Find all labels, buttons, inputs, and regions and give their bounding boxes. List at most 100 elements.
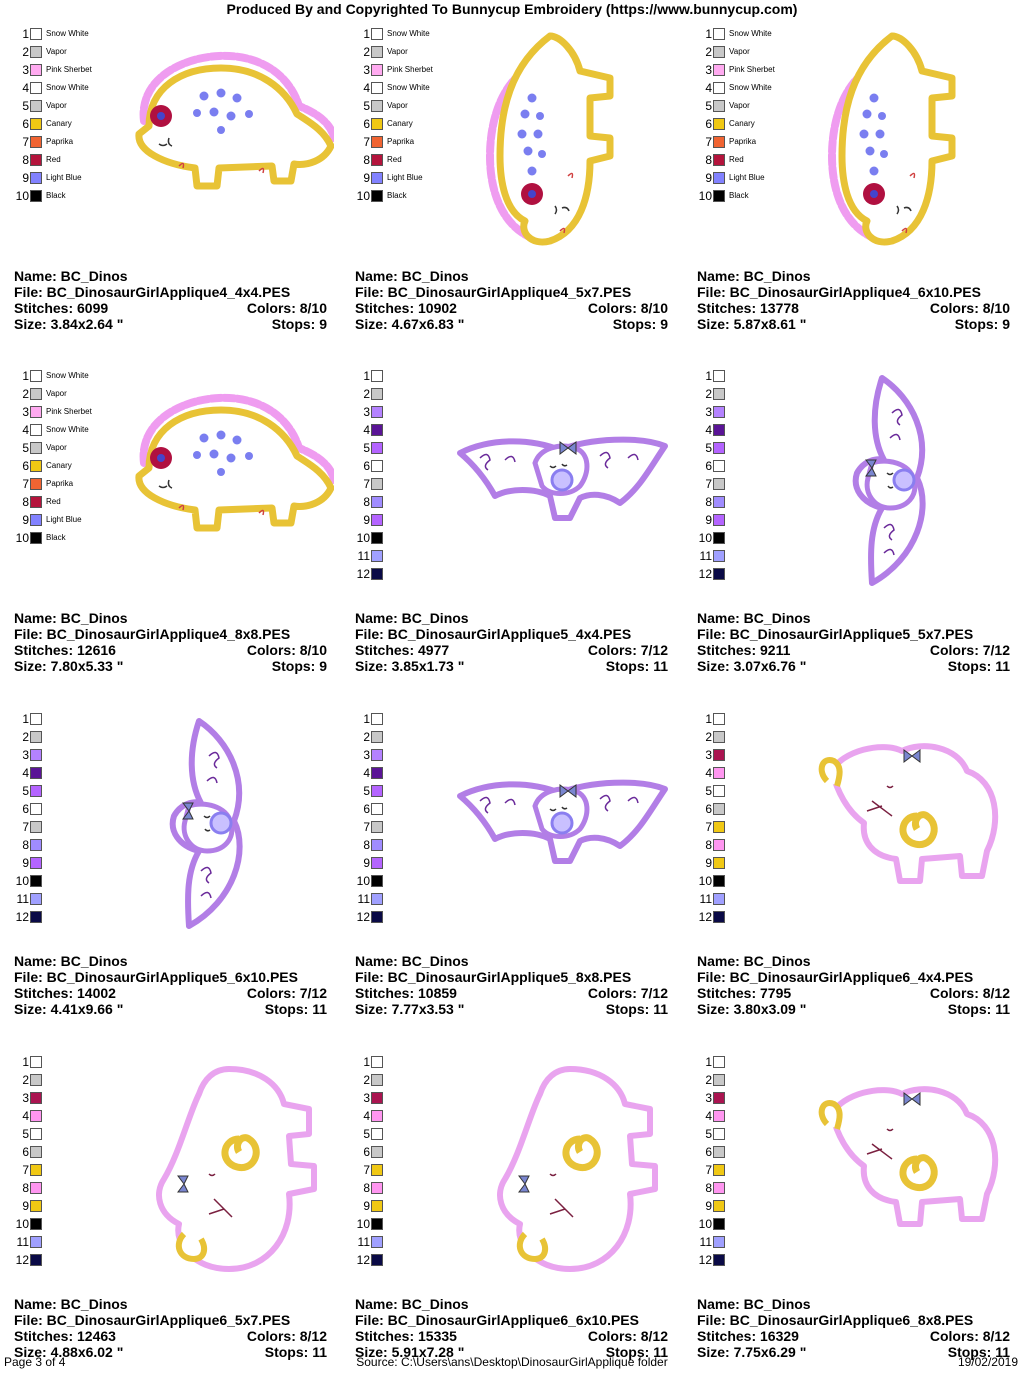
thread-color-row: 7 Paprika — [697, 134, 817, 152]
color-number: 8 — [705, 1181, 712, 1195]
color-swatch — [371, 136, 383, 148]
design-card: 1 2 3 4 5 6 7 8 9 10 11 12 Name: BC_Dinos File: BC_Di… — [14, 711, 344, 1041]
color-swatch — [713, 785, 725, 797]
design-size: Size: 3.84x2.64 " Stops: 9 — [14, 316, 327, 332]
color-number: 10 — [356, 531, 370, 545]
color-number: 12 — [15, 910, 29, 924]
thread-color-row: 9 — [697, 1198, 817, 1216]
design-preview — [109, 711, 334, 933]
color-number: 5 — [363, 99, 370, 113]
design-size: Size: 5.87x8.61 " Stops: 9 — [697, 316, 1010, 332]
color-number: 3 — [705, 405, 712, 419]
design-stitches-right-value: Colors: 8/10 — [929, 300, 1010, 316]
page-header: Produced By and Copyrighted To Bunnycup … — [226, 1, 798, 17]
thread-color-row: 7 — [14, 1162, 134, 1180]
color-number: 4 — [705, 423, 712, 437]
design-stitches-right-value: Colors: 8/12 — [929, 1328, 1010, 1344]
design-size-right-value: Stops: 9 — [271, 658, 327, 674]
color-name: Black — [387, 191, 407, 200]
design-size-right-value: Stops: 11 — [947, 1344, 1010, 1360]
color-number: 8 — [22, 153, 29, 167]
color-number: 4 — [363, 81, 370, 95]
color-swatch — [713, 496, 725, 508]
color-swatch — [371, 100, 383, 112]
color-name: Snow White — [387, 29, 430, 38]
color-number: 8 — [22, 838, 29, 852]
design-name: Name: BC_Dinos — [14, 953, 327, 969]
thread-color-row: 3 Pink Sherbet — [355, 62, 475, 80]
color-swatch — [30, 1200, 42, 1212]
color-number: 12 — [356, 567, 370, 581]
design-name: Name: BC_Dinos — [697, 268, 1010, 284]
color-number: 2 — [22, 1073, 29, 1087]
thread-color-row: 10 Black — [14, 530, 134, 548]
color-swatch — [371, 1092, 383, 1104]
color-swatch — [30, 82, 42, 94]
color-swatch — [713, 1074, 725, 1086]
color-number: 6 — [22, 459, 29, 473]
design-stitches-right-value: Colors: 7/12 — [587, 985, 668, 1001]
design-name: Name: BC_Dinos — [697, 610, 1010, 626]
color-number: 3 — [363, 63, 370, 77]
thread-color-row: 3 — [355, 747, 475, 765]
color-name: Red — [46, 155, 61, 164]
thread-color-row: 8 — [14, 1180, 134, 1198]
design-file: File: BC_DinosaurGirlApplique6_6x10.PES — [355, 1312, 668, 1328]
design-card: 1 2 3 4 5 6 7 8 9 10 11 12 Name: BC_Dinos File: BC_Di… — [355, 1054, 685, 1384]
thread-color-row: 3 Pink Sherbet — [14, 62, 134, 80]
color-number: 7 — [363, 820, 370, 834]
thread-color-row: 1 — [697, 1054, 817, 1072]
color-swatch — [713, 1092, 725, 1104]
color-number: 11 — [357, 892, 370, 906]
color-number: 6 — [705, 1145, 712, 1159]
design-stitches-right-value: Colors: 7/12 — [246, 985, 327, 1001]
color-number: 4 — [705, 1109, 712, 1123]
color-number: 9 — [705, 856, 712, 870]
color-swatch — [713, 803, 725, 815]
color-number: 3 — [22, 748, 29, 762]
design-file: File: BC_DinosaurGirlApplique4_5x7.PES — [355, 284, 668, 300]
design-size-label: Size: 7.75x6.29 " — [697, 1344, 807, 1360]
thread-color-row: 8 — [697, 494, 817, 512]
design-file: File: BC_DinosaurGirlApplique5_6x10.PES — [14, 969, 327, 985]
color-name: Red — [729, 155, 744, 164]
thread-color-row: 3 — [355, 1090, 475, 1108]
color-number: 3 — [22, 405, 29, 419]
design-size-right-value: Stops: 9 — [271, 316, 327, 332]
color-swatch — [371, 64, 383, 76]
embroidery-design-image — [457, 779, 668, 864]
thread-color-row: 5 — [14, 783, 134, 801]
design-size: Size: 4.88x6.02 " Stops: 11 — [14, 1344, 327, 1360]
thread-color-row: 9 Light Blue — [355, 170, 475, 188]
color-swatch — [713, 1218, 725, 1230]
thread-color-row: 2 Vapor — [14, 386, 134, 404]
design-file-label: File: BC_DinosaurGirlApplique4_6x10.PES — [697, 284, 981, 300]
color-swatch — [30, 785, 42, 797]
color-number: 6 — [363, 802, 370, 816]
color-name: Light Blue — [387, 173, 423, 182]
color-number: 6 — [22, 1145, 29, 1159]
thread-color-row: 10 Black — [697, 188, 817, 206]
design-file-label: File: BC_DinosaurGirlApplique6_8x8.PES — [697, 1312, 974, 1328]
color-swatch — [30, 100, 42, 112]
color-swatch — [371, 190, 383, 202]
design-stitches-label: Stitches: 12463 — [14, 1328, 116, 1344]
design-preview — [109, 1054, 334, 1276]
design-size: Size: 7.75x6.29 " Stops: 11 — [697, 1344, 1010, 1360]
thread-color-row: 11 — [355, 891, 475, 909]
color-number: 7 — [363, 477, 370, 491]
color-swatch — [30, 136, 42, 148]
color-number: 6 — [363, 1145, 370, 1159]
color-swatch — [30, 64, 42, 76]
color-name: Black — [729, 191, 749, 200]
color-number: 11 — [699, 892, 712, 906]
thread-color-row: 5 — [355, 783, 475, 801]
design-stitches-label: Stitches: 12616 — [14, 642, 116, 658]
color-number: 4 — [363, 1109, 370, 1123]
color-number: 11 — [16, 892, 29, 906]
color-swatch — [713, 568, 725, 580]
color-swatch — [30, 839, 42, 851]
thread-color-row: 4 — [697, 422, 817, 440]
design-size-label: Size: 4.67x6.83 " — [355, 316, 465, 332]
color-swatch — [371, 1182, 383, 1194]
